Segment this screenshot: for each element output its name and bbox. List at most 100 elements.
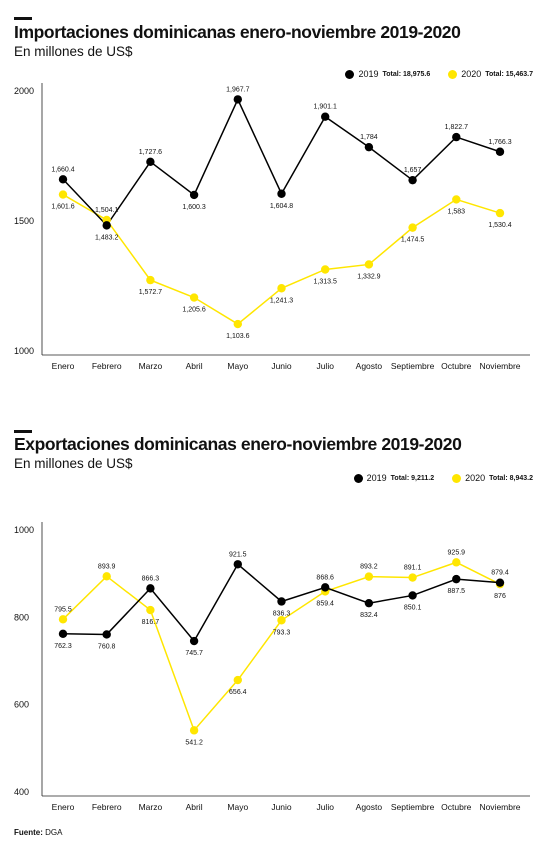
series-2019-data-label: 762.3 bbox=[54, 643, 72, 650]
x-tick-label: Septiembre bbox=[391, 361, 435, 371]
series-2020-data-label: 1,103.6 bbox=[226, 333, 249, 340]
x-tick-label: Enero bbox=[52, 361, 75, 371]
x-tick-label: Junio bbox=[271, 802, 292, 812]
y-tick-label: 600 bbox=[14, 700, 29, 710]
series-2020-data-label: 891.1 bbox=[404, 565, 422, 572]
series-2019-data-label: 1,822.7 bbox=[445, 124, 468, 131]
x-tick-label: Mayo bbox=[227, 361, 248, 371]
series-2020-data-label: 925.9 bbox=[448, 549, 466, 556]
chart1-legend: 2019 Total: 18,975.6 2020 Total: 15,463.… bbox=[345, 69, 533, 79]
series-2020-point bbox=[233, 675, 242, 685]
series-2019-data-label: 1,600.3 bbox=[182, 204, 205, 211]
series-2020-line bbox=[62, 193, 501, 325]
title-accent-bar bbox=[14, 17, 32, 20]
x-tick-label: Febrero bbox=[92, 361, 122, 371]
series-2020-point bbox=[452, 195, 461, 204]
series-2019-data-label: 1,660.4 bbox=[51, 166, 74, 173]
series-2020-point bbox=[58, 190, 68, 199]
series-2020-point bbox=[58, 615, 68, 624]
series-2020-data-label: 876 bbox=[494, 593, 506, 600]
x-tick-label: Abril bbox=[186, 361, 203, 371]
x-tick-label: Marzo bbox=[139, 361, 163, 371]
chart2-subtitle: En millones de US$ bbox=[14, 456, 133, 471]
series-2019-point bbox=[277, 189, 286, 198]
series-2019-data-label: 836.3 bbox=[273, 610, 291, 617]
legend-2019-label: 2019 bbox=[358, 69, 379, 79]
series-2019-point bbox=[495, 147, 505, 156]
x-tick-label: Noviembre bbox=[479, 802, 520, 812]
series-2020-data-label: 1,504.1 bbox=[95, 207, 118, 214]
series-2019-point bbox=[408, 591, 417, 600]
series-2020-point bbox=[146, 275, 155, 285]
x-tick-label: Marzo bbox=[139, 802, 163, 812]
series-2019-point bbox=[364, 598, 374, 608]
x-tick-label: Julio bbox=[316, 802, 334, 812]
series-2019-point bbox=[58, 629, 68, 638]
series-2020-data-label: 893.9 bbox=[98, 563, 116, 570]
series-2019-point bbox=[58, 175, 68, 184]
series-2020-data-label: 1,572.7 bbox=[139, 289, 162, 296]
y-tick-label: 1000 bbox=[14, 346, 34, 356]
x-tick-label: Octubre bbox=[441, 361, 472, 371]
series-2019-point bbox=[321, 112, 330, 121]
series-2019-point bbox=[233, 560, 242, 569]
legend-2019-marker bbox=[345, 69, 355, 79]
series-2020-point bbox=[189, 726, 199, 735]
series-2019-point bbox=[452, 574, 461, 584]
x-tick-label: Enero bbox=[52, 802, 75, 812]
series-2019-data-label: 1,657 bbox=[404, 167, 422, 174]
series-2019-data-label: 921.5 bbox=[229, 551, 247, 558]
source-note: Fuente: DGA bbox=[14, 828, 62, 837]
x-tick-label: Julio bbox=[316, 361, 334, 371]
series-2020-point bbox=[233, 319, 242, 329]
series-2019-point bbox=[495, 578, 505, 587]
x-tick-label: Septiembre bbox=[391, 802, 435, 812]
series-2019-point bbox=[189, 636, 199, 646]
series-2019-point bbox=[146, 157, 155, 167]
legend-2019-total: Total: 18,975.6 bbox=[382, 70, 431, 78]
series-2020-point bbox=[364, 572, 374, 581]
legend-2020-total: Total: 15,463.7 bbox=[485, 70, 533, 78]
series-2019-point bbox=[233, 95, 242, 104]
series-2020-point bbox=[495, 208, 505, 218]
x-tick-label: Agosto bbox=[356, 802, 383, 812]
x-tick-label: Octubre bbox=[441, 802, 472, 812]
series-2020-point bbox=[189, 293, 199, 302]
exports-line-chart: 400 600 800 1000 Enero Febrero Marzo Abril Mayo J… bbox=[14, 522, 530, 812]
x-tick-label: Junio bbox=[271, 361, 292, 371]
x-tick-label: Agosto bbox=[356, 361, 383, 371]
series-2020-data-label: 816.7 bbox=[142, 619, 160, 626]
series-2019-point bbox=[189, 190, 199, 200]
y-tick-label: 400 bbox=[14, 787, 29, 797]
series-2020-point bbox=[146, 605, 155, 615]
series-2020-data-label: 656.4 bbox=[229, 689, 247, 696]
legend-2019-marker bbox=[353, 473, 363, 483]
legend-2020-total: Total: 8,943.2 bbox=[489, 474, 533, 482]
y-tick-label: 1500 bbox=[14, 216, 34, 226]
series-2019-data-label: 745.7 bbox=[185, 650, 203, 657]
series-2020-data-label: 795.5 bbox=[54, 606, 72, 613]
series-2020-data-label: 1,583 bbox=[448, 208, 466, 215]
series-2019-data-label: 850.1 bbox=[404, 604, 422, 611]
series-2019-data-label: 1,766.3 bbox=[488, 139, 511, 146]
series-2019-point bbox=[452, 132, 461, 142]
series-2020-point bbox=[408, 223, 417, 232]
series-2020-point bbox=[452, 558, 461, 567]
legend-2019-total: Total: 9,211.2 bbox=[390, 474, 435, 482]
legend-2020-label: 2020 bbox=[465, 473, 486, 483]
series-2019-data-label: 832.4 bbox=[360, 612, 378, 619]
chart1-title: Importaciones dominicanas enero-noviembr… bbox=[14, 22, 461, 42]
series-2019-data-label: 1,901.1 bbox=[314, 104, 337, 111]
series-2020-point bbox=[364, 260, 374, 269]
x-tick-label: Noviembre bbox=[479, 361, 520, 371]
series-2020-data-label: 1,530.4 bbox=[488, 222, 511, 229]
series-2020-data-label: 793.3 bbox=[273, 629, 291, 636]
y-tick-label: 800 bbox=[14, 612, 29, 622]
y-tick-label: 1000 bbox=[14, 525, 34, 535]
series-2020-data-label: 893.2 bbox=[360, 564, 378, 571]
series-2020-data-label: 1,474.5 bbox=[401, 237, 424, 244]
series-2020-data-label: 1,241.3 bbox=[270, 297, 293, 304]
imports-line-chart: 1000 1500 2000 Enero Febrero Marzo Abril Mayo Ju… bbox=[14, 83, 530, 371]
series-2019-point bbox=[321, 583, 330, 592]
series-2019-data-label: 887.5 bbox=[448, 588, 466, 595]
